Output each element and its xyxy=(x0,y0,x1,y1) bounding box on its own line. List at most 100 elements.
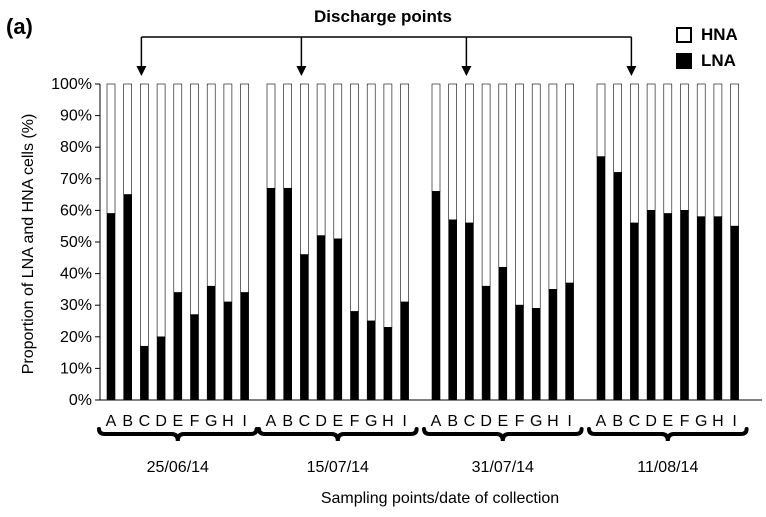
bar-hna xyxy=(448,83,458,221)
group-date-label: 31/07/14 xyxy=(472,459,534,476)
bar-hna xyxy=(106,83,116,214)
hna-swatch xyxy=(676,27,692,43)
bar-lna xyxy=(515,304,524,401)
y-tick-label: 70% xyxy=(60,171,92,188)
bar-hna xyxy=(316,83,326,236)
bar-lna xyxy=(123,194,132,401)
bar-hna xyxy=(696,83,706,218)
bar-hna xyxy=(206,83,216,287)
discharge-arrow-head xyxy=(296,66,307,76)
bar-hna xyxy=(498,83,508,268)
x-tick-label: D xyxy=(480,413,492,430)
bar-hna xyxy=(630,83,639,224)
bar-hna xyxy=(481,83,491,287)
bar-hna xyxy=(663,83,673,214)
y-tick-label: 20% xyxy=(60,329,92,346)
bar-hna xyxy=(431,83,441,192)
x-tick-label: A xyxy=(431,413,442,430)
bar-lna xyxy=(481,285,491,401)
group-bracket xyxy=(97,427,259,442)
legend: HNA LNA xyxy=(676,22,738,74)
group-bracket xyxy=(422,427,584,442)
bar-hna xyxy=(140,83,149,347)
bar-lna xyxy=(713,216,723,401)
bar-hna xyxy=(646,83,656,211)
bar-lna xyxy=(283,187,293,401)
bar-lna xyxy=(240,292,249,401)
x-tick-label: H xyxy=(222,413,234,430)
bar-hna xyxy=(223,83,233,303)
bar-lna xyxy=(223,301,233,401)
bar-hna xyxy=(515,83,524,306)
bar-hna xyxy=(123,83,132,195)
x-tick-label: C xyxy=(139,413,151,430)
legend-item-lna: LNA xyxy=(676,48,738,74)
y-tick-label: 60% xyxy=(60,202,92,219)
x-tick-label: H xyxy=(712,413,724,430)
x-tick-label: F xyxy=(190,413,200,430)
x-tick-label: B xyxy=(282,413,293,430)
x-tick-label: H xyxy=(547,413,559,430)
y-tick-label: 30% xyxy=(60,297,92,314)
bar-hna xyxy=(400,83,409,303)
x-tick-label: B xyxy=(612,413,623,430)
bar-lna xyxy=(680,210,689,401)
bar-hna xyxy=(156,83,166,338)
bar-hna xyxy=(300,83,309,255)
x-tick-label: F xyxy=(350,413,360,430)
x-tick-label: B xyxy=(122,413,133,430)
group-date-label: 11/08/14 xyxy=(637,459,698,476)
x-tick-label: E xyxy=(172,413,183,430)
x-tick-label: G xyxy=(205,413,217,430)
x-tick-label: I xyxy=(402,413,406,430)
discharge-arrow-head xyxy=(626,66,637,76)
bar-lna xyxy=(596,156,606,401)
x-tick-label: D xyxy=(155,413,167,430)
bar-lna xyxy=(448,219,458,401)
bar-lna xyxy=(333,238,343,401)
x-tick-label: A xyxy=(106,413,117,430)
y-tick-label: 50% xyxy=(60,234,92,251)
bar-lna xyxy=(548,289,558,401)
bar-lna xyxy=(383,327,393,401)
x-tick-label: E xyxy=(497,413,508,430)
bar-hna xyxy=(173,83,183,293)
y-tick-label: 40% xyxy=(60,266,92,283)
bar-lna xyxy=(366,320,376,401)
bar-hna xyxy=(680,83,689,211)
bar-hna xyxy=(613,83,623,173)
x-tick-label: B xyxy=(447,413,458,430)
x-tick-label: A xyxy=(266,413,277,430)
bar-lna xyxy=(431,191,441,401)
x-tick-label: G xyxy=(530,413,542,430)
bar-hna xyxy=(240,83,249,293)
discharge-arrow-head xyxy=(461,66,472,76)
bar-hna xyxy=(465,83,474,224)
group-date-label: 25/06/14 xyxy=(147,459,209,476)
bar-lna xyxy=(565,282,574,401)
x-tick-label: I xyxy=(732,413,736,430)
bar-hna xyxy=(283,83,293,189)
bar-hna xyxy=(531,83,541,309)
bar-lna xyxy=(140,345,149,401)
bar-hna xyxy=(266,83,276,189)
bar-lna xyxy=(350,311,359,401)
bar-lna xyxy=(663,213,673,401)
bar-lna xyxy=(300,254,309,401)
bar-lna xyxy=(465,222,474,401)
bar-lna xyxy=(498,266,508,401)
x-tick-label: E xyxy=(662,413,673,430)
x-tick-label: G xyxy=(365,413,377,430)
bar-lna xyxy=(190,314,199,401)
bar-lna xyxy=(316,235,326,401)
group-bracket xyxy=(257,427,419,442)
x-tick-label: I xyxy=(242,413,246,430)
bar-hna xyxy=(548,83,558,290)
bar-hna xyxy=(366,83,376,322)
bar-lna xyxy=(730,225,739,401)
x-tick-label: D xyxy=(315,413,327,430)
x-tick-label: H xyxy=(382,413,394,430)
legend-item-hna: HNA xyxy=(676,22,738,48)
bar-hna xyxy=(350,83,359,312)
